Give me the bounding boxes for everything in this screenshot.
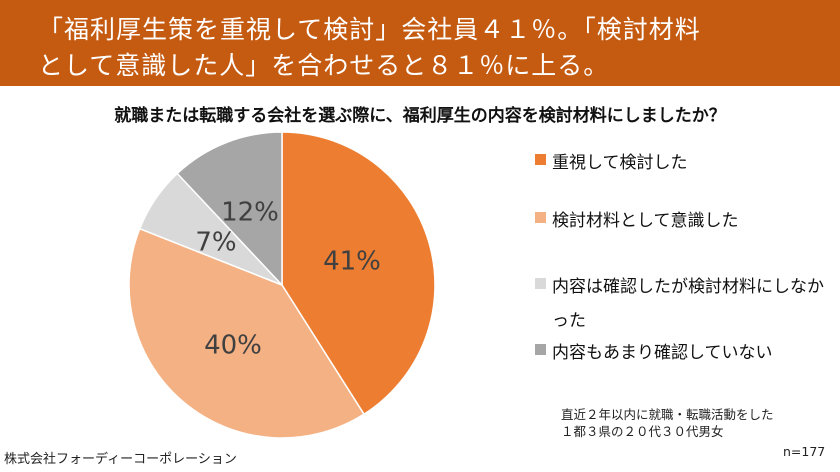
pie-data-label-4: 12%	[221, 198, 279, 228]
legend-item-2: 検討材料として意識した	[535, 204, 739, 238]
legend-swatch-1	[535, 154, 546, 165]
title-banner: 「福利厚生策を重視して検討」会社員４１％。「検討材料 として意識した人」を合わせ…	[0, 0, 840, 86]
survey-note-line-1: 直近２年以内に就職・転職活動をした	[561, 407, 774, 422]
legend-label-4: 内容もあまり確認していない	[552, 343, 773, 363]
legend-item-3: 内容は確認したが検討材料にしなかった	[535, 270, 825, 338]
banner-title-line-1: 「福利厚生策を重視して検討」会社員４１％。「検討材料	[38, 15, 701, 44]
pie-slice-1	[281, 131, 436, 416]
legend-label-1: 重視して検討した	[552, 153, 688, 173]
pie-data-label-1: 41%	[323, 247, 381, 277]
survey-note-line-2: １都３県の２０代３０代男女	[561, 424, 724, 439]
banner-title-line-2: として意識した人」を合わせると８１％に上る。	[38, 51, 610, 80]
company-credit: 株式会社フォーディーコーポレーション	[4, 452, 237, 467]
pie-slice-4	[176, 131, 283, 287]
legend-label-2: 検討材料として意識した	[552, 211, 739, 231]
chart-title: 就職または転職する会社を選ぶ際に、福利厚生の内容を検討材料にしましたか？	[114, 106, 726, 126]
legend-label-3: 内容は確認したが検討材料にしなかった	[552, 277, 824, 331]
pie-data-label-3: 7%	[195, 228, 236, 258]
survey-note: 直近２年以内に就職・転職活動をした １都３県の２０代３０代男女	[561, 406, 774, 440]
sample-size-label: n=177	[783, 444, 826, 459]
pie-data-label-2: 40%	[204, 331, 262, 361]
legend-swatch-4	[535, 344, 546, 355]
legend-item-4: 内容もあまり確認していない	[535, 336, 773, 370]
legend-item-1: 重視して検討した	[535, 146, 688, 180]
pie-slice-2	[128, 227, 366, 439]
legend-swatch-2	[535, 212, 546, 223]
legend-swatch-3	[535, 278, 546, 289]
